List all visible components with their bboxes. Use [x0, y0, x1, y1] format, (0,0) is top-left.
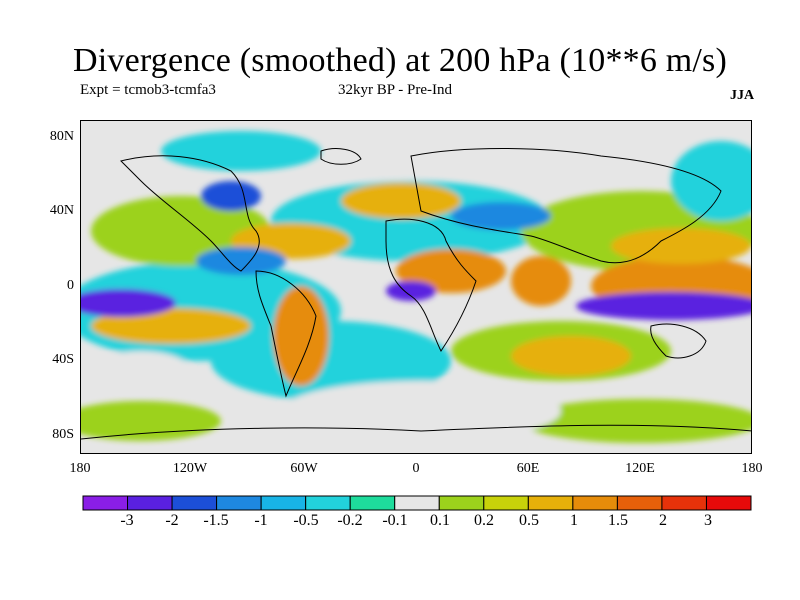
lon-label-120w: 120W [172, 461, 208, 476]
period-label: 32kyr BP - Pre-Ind [338, 82, 453, 98]
lon-label-0: 0 [412, 461, 420, 476]
coast-north-america [120, 155, 260, 272]
lat-label-0: 0 [67, 278, 74, 293]
colorbar [82, 495, 752, 511]
coast-south-america [255, 270, 317, 398]
colorbar-swatch-8 [438, 495, 485, 511]
field-yellow-indian [511, 336, 631, 376]
field-purple-guinea [386, 281, 436, 301]
colorbar-label-5: -0.2 [337, 512, 363, 529]
colorbar-label-8: 0.2 [474, 512, 494, 529]
colorbar-label-11: 1.5 [608, 512, 628, 529]
coast-africa [385, 218, 477, 352]
field-yellow-spac [91, 308, 251, 344]
field-orange-africa [396, 249, 506, 293]
colorbar-label-0: -3 [120, 512, 134, 529]
field-yellow-asia [611, 228, 751, 264]
colorbar-label-10: 1 [570, 512, 578, 529]
field-grey-sw [91, 351, 191, 391]
season-label: JJA [730, 88, 755, 103]
colorbar-swatch-3 [216, 495, 262, 511]
map-title: Divergence (smoothed) at 200 hPa (10**6 … [72, 42, 728, 79]
lat-label-40s: 40S [52, 352, 74, 367]
coast-greenland [320, 148, 362, 165]
colorbar-label-3: -1 [254, 512, 268, 529]
field-green-so-e [521, 399, 751, 443]
field-blue-europe [451, 202, 551, 230]
map-canvas [81, 121, 751, 453]
coastlines [81, 148, 751, 440]
colorbar-swatch-13 [661, 495, 707, 511]
field-purple-wpac [576, 292, 751, 320]
field-yellow-natl [341, 183, 461, 219]
colorbar-swatch-7 [394, 495, 440, 511]
lat-label-40n: 40N [49, 203, 74, 218]
lon-label-60e: 60E [516, 461, 540, 476]
colorbar-label-2: -1.5 [203, 512, 229, 529]
field-cyan-ne [671, 141, 751, 221]
colorbar-swatch-0 [82, 495, 129, 511]
lon-label-60w: 60W [290, 461, 318, 476]
colorbar-swatch-11 [572, 495, 618, 511]
colorbar-swatch-9 [483, 495, 529, 511]
colorbar-swatch-6 [349, 495, 396, 511]
colorbar-swatch-10 [527, 495, 574, 511]
field-purple-epac [81, 289, 176, 317]
field-blue-caribbean [196, 247, 286, 275]
colorbar-label-4: -0.5 [293, 512, 319, 529]
colorbar-swatch-4 [260, 495, 307, 511]
colorbar-swatch-2 [171, 495, 218, 511]
field-grey-south [281, 381, 561, 441]
field-orange-arabia [511, 256, 571, 306]
lon-label-120e: 120E [625, 461, 655, 476]
colorbar-label-6: -0.1 [382, 512, 408, 529]
lat-label-80n: 80N [49, 129, 74, 144]
field-cyan-arctic [161, 131, 321, 171]
colorbar-swatch-12 [616, 495, 663, 511]
coast-antarctica [81, 424, 751, 440]
divergence-map [80, 120, 752, 454]
lat-label-80s: 80S [52, 427, 74, 442]
colorbar-swatch-5 [305, 495, 351, 511]
colorbar-label-1: -2 [165, 512, 179, 529]
colorbar-label-13: 3 [704, 512, 712, 529]
colorbar-swatch-14 [705, 495, 752, 511]
field-blue-namerica [201, 181, 261, 211]
lon-label-180e: 180 [741, 461, 763, 476]
coast-eurasia [410, 148, 722, 264]
coast-australia [650, 323, 707, 359]
colorbar-label-9: 0.5 [519, 512, 539, 529]
experiment-label: Expt = tcmob3-tcmfa3 [80, 82, 216, 98]
colorbar-label-7: 0.1 [430, 512, 450, 529]
divergence-field [81, 131, 751, 443]
lon-label-180w: 180 [69, 461, 91, 476]
field-cyan-satl [211, 321, 451, 401]
colorbar-label-12: 2 [659, 512, 667, 529]
colorbar-swatch-1 [127, 495, 173, 511]
field-orange-samerica [273, 286, 329, 386]
